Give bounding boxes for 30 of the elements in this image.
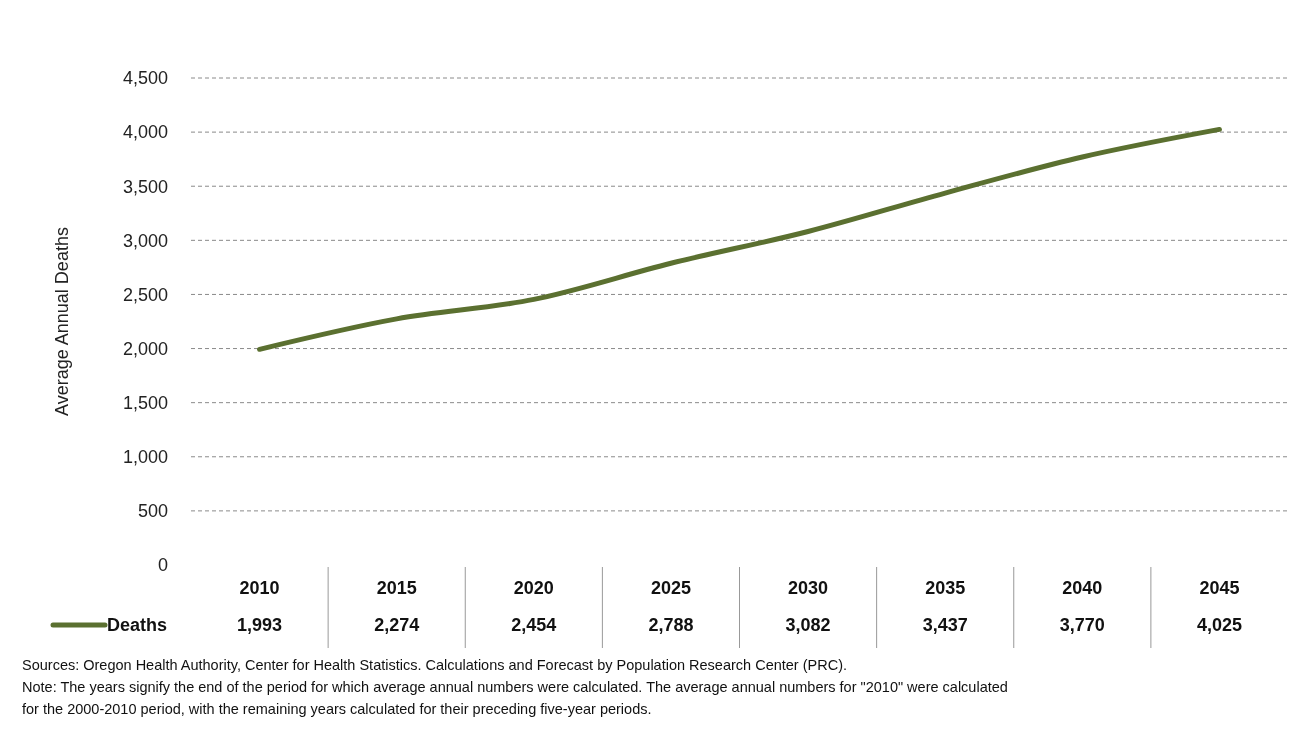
- y-tick-label: 4,000: [122, 122, 168, 143]
- data-label: 3,770: [1059, 615, 1105, 636]
- y-tick-label: 500: [137, 501, 168, 522]
- y-tick-label: 2,500: [122, 284, 168, 305]
- x-tick-label: 2040: [1062, 578, 1103, 599]
- y-tick-label: 0: [157, 555, 168, 576]
- legend-label: Deaths: [107, 615, 168, 636]
- x-tick-label: 2025: [650, 578, 691, 599]
- y-tick-label: 1,000: [122, 447, 168, 468]
- x-tick-label: 2045: [1199, 578, 1240, 599]
- data-label: 2,788: [648, 615, 694, 636]
- y-tick-label: 1,500: [122, 392, 168, 413]
- x-tick-label: 2010: [239, 578, 280, 599]
- y-axis-title: Average Annual Deaths: [52, 227, 72, 416]
- x-tick-label: 2035: [925, 578, 966, 599]
- data-label: 2,454: [511, 615, 557, 636]
- data-label: 4,025: [1196, 615, 1242, 636]
- y-tick-label: 2,000: [122, 338, 168, 359]
- data-label: 1,993: [237, 615, 283, 636]
- x-tick-label: 2015: [376, 578, 417, 599]
- text: Note: The years signify the end of the period for which average annual numbers were calculated. The average annual numbers for "2010" were calculated for the 2000-2010 period, with the remaining years calculated for their preceding five-year periods.: [22, 679, 1008, 717]
- x-tick-label: 2020: [513, 578, 554, 599]
- data-label: 2,274: [374, 615, 420, 636]
- source-note: Sources: Oregon Health Authority, Center for Health Statistics. Calculations and Forecast by Population Research Center (PRC).: [22, 657, 848, 673]
- y-tick-label: 3,500: [122, 176, 168, 197]
- data-label: 3,082: [785, 615, 831, 636]
- y-tick-label: 4,500: [122, 68, 168, 89]
- y-tick-label: 3,000: [122, 230, 168, 251]
- x-tick-label: 2030: [788, 578, 829, 599]
- data-label: 3,437: [922, 615, 968, 636]
